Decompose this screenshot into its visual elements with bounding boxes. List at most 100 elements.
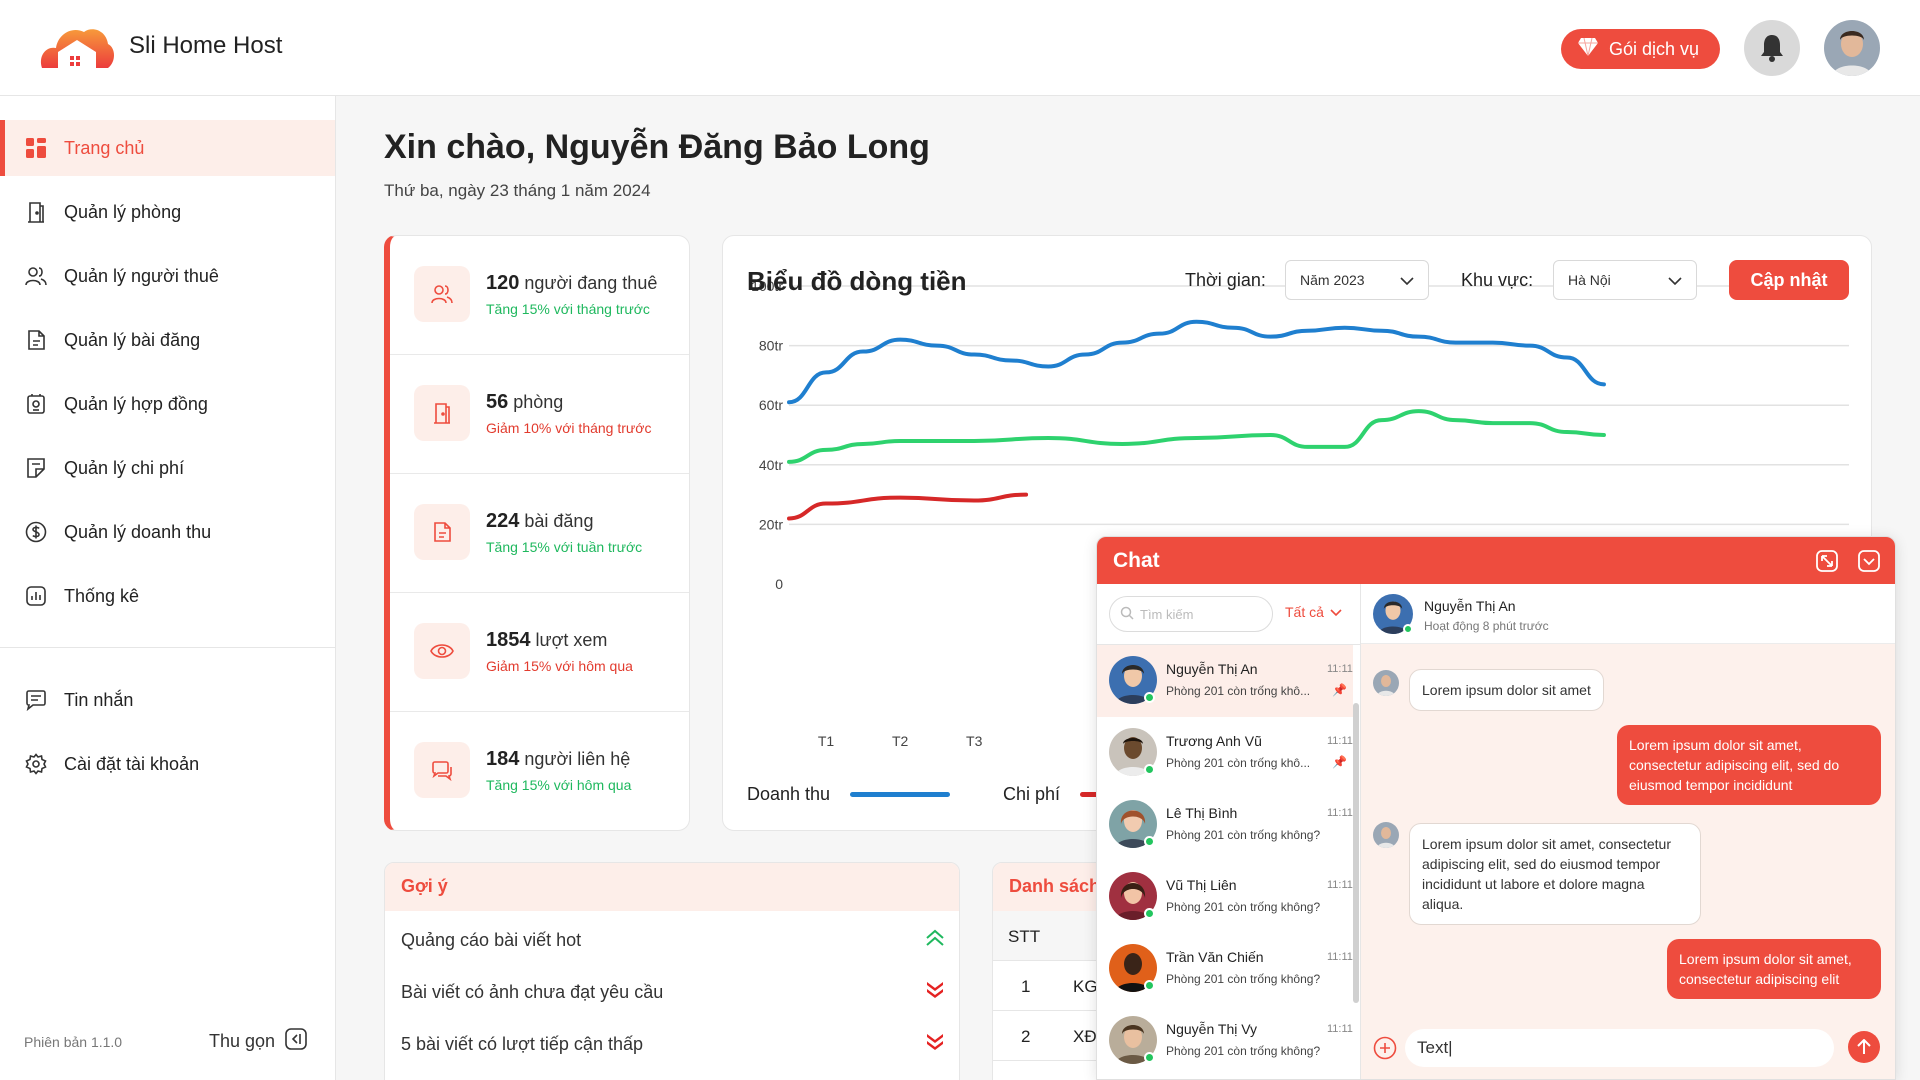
suggestion-item[interactable]: 5 bài viết có lượt tiếp cận thấp (401, 1033, 945, 1056)
time-filter-label: Thời gian: (1185, 270, 1266, 290)
stat-tenants[interactable]: 120 người đang thuê Tăng 15% với tháng t… (390, 236, 689, 355)
conversation-preview: Phòng 201 còn trống khô... (1166, 756, 1311, 770)
suggestion-text: 5 bài viết có lượt tiếp cận thấp (401, 1034, 643, 1054)
sidebar-item-tenants[interactable]: Quản lý người thuê (0, 248, 335, 304)
region-select-value: Hà Nội (1568, 272, 1611, 288)
conversation-item[interactable]: Lê Thị Bình 11:11 Phòng 201 còn trống kh… (1097, 789, 1353, 861)
time-select[interactable]: Năm 2023 (1285, 260, 1429, 300)
sidebar-item-rooms[interactable]: Quản lý phòng (0, 184, 335, 240)
y-tick-label: 60tr (759, 397, 783, 413)
conversation-time: 11:11 (1327, 663, 1353, 675)
x-tick-label: T2 (892, 733, 909, 749)
series-line-2 (787, 409, 1606, 464)
send-button[interactable] (1848, 1031, 1880, 1063)
chat-filter-value: Tất cả (1285, 604, 1324, 620)
sidebar-item-account-settings[interactable]: Cài đặt tài khoản (0, 736, 335, 792)
stat-change: Giảm 15% với hôm qua (486, 658, 633, 674)
conversation-name: Nguyễn Thị Vy (1166, 1021, 1258, 1037)
sidebar-item-statistics[interactable]: Thống kê (0, 568, 335, 624)
suggestions-title: Gợi ý (385, 863, 959, 911)
table-row[interactable]: 2 XĐ (993, 1011, 1121, 1061)
conversation-time: 11:11 (1327, 807, 1353, 819)
table-row[interactable]: 1 KG (993, 961, 1121, 1011)
conversation-item[interactable]: Nguyễn Thị Vy 11:11 Phòng 201 còn trống … (1097, 1005, 1353, 1077)
message-incoming: Lorem ipsum dolor sit amet (1409, 669, 1604, 711)
minimize-icon[interactable] (1857, 549, 1881, 573)
conversation-item[interactable]: Nguyễn Thị An 11:11 Phòng 201 còn trống … (1097, 645, 1353, 717)
user-avatar[interactable] (1824, 20, 1880, 76)
notification-button[interactable] (1744, 20, 1800, 76)
top-header: Sli Home Host Gói dịch vụ (0, 0, 1920, 96)
conversation-item[interactable]: Trần Văn Chiến 11:11 Phòng 201 còn trống… (1097, 933, 1353, 1005)
settings-icon (24, 752, 48, 776)
y-tick-label: 80tr (759, 338, 783, 354)
sidebar-item-label: Quản lý doanh thu (64, 521, 212, 542)
online-indicator (1144, 980, 1155, 991)
sidebar-item-label: Thống kê (64, 585, 140, 606)
search-placeholder: Tìm kiếm (1140, 606, 1194, 622)
suggestions-card: Gợi ý Quảng cáo bài viết hot Bài viết có… (384, 862, 960, 1080)
stat-unit: người đang thuê (524, 273, 658, 293)
chat-thread: Nguyễn Thị An Hoạt động 8 phút trước Lor… (1361, 584, 1895, 1079)
conversation-name: Trần Văn Chiến (1166, 949, 1264, 965)
double-chevron-up-icon (925, 929, 945, 952)
region-select[interactable]: Hà Nội (1553, 260, 1697, 300)
sidebar-item-contracts[interactable]: Quản lý hợp đồng (0, 376, 335, 432)
sidebar-item-revenue[interactable]: Quản lý doanh thu (0, 504, 335, 560)
suggestion-item[interactable]: Bài viết có ảnh chưa đạt yêu cầu (401, 981, 945, 1004)
sidebar-item-messages[interactable]: Tin nhắn (0, 672, 335, 728)
page-title: Xin chào, Nguyễn Đăng Bảo Long (384, 128, 930, 166)
suggestion-text: Quảng cáo bài viết hot (401, 930, 582, 950)
conversation-name: Lê Thị Bình (1166, 805, 1238, 821)
conversation-name: Trương Anh Vũ (1166, 733, 1262, 749)
service-plan-label: Gói dịch vụ (1609, 38, 1700, 59)
row-code: XĐ (1073, 1027, 1097, 1046)
avatar[interactable] (1373, 594, 1413, 634)
conversation-preview: Phòng 201 còn trống không? (1166, 1044, 1321, 1058)
conversation-item[interactable]: Vũ Thị Liên 11:11 Phòng 201 còn trống kh… (1097, 861, 1353, 933)
row-stt: 2 (1021, 1027, 1031, 1046)
message-outgoing: Lorem ipsum dolor sit amet, consectetur … (1617, 725, 1881, 805)
stat-posts[interactable]: 224 bài đăng Tăng 15% với tuần trước (390, 474, 689, 593)
chat-search-input[interactable]: Tìm kiếm (1109, 596, 1273, 632)
chat-message-input[interactable]: Text| (1405, 1029, 1834, 1067)
chat-filter-dropdown[interactable]: Tất cả (1285, 604, 1342, 620)
stat-unit: người liên hệ (524, 749, 631, 769)
chart-icon (24, 584, 48, 608)
conversation-time: 11:11 (1327, 951, 1353, 963)
add-attachment-icon[interactable] (1373, 1036, 1397, 1060)
chevron-down-icon (1330, 604, 1342, 620)
stat-rooms[interactable]: 56 phòng Giảm 10% với tháng trước (390, 355, 689, 474)
chevron-down-icon (1668, 272, 1682, 288)
sidebar-item-expenses[interactable]: Quản lý chi phí (0, 440, 335, 496)
sidebar-item-posts[interactable]: Quản lý bài đăng (0, 312, 335, 368)
stat-views[interactable]: 1854 lượt xem Giảm 15% với hôm qua (390, 593, 689, 712)
version-label: Phiên bản 1.1.0 (24, 1034, 123, 1050)
logo-icon[interactable] (38, 22, 116, 74)
stat-value: 56 (486, 391, 509, 413)
collapse-button[interactable]: Thu gọn (209, 1028, 307, 1055)
brand-name: Sli Home Host (129, 32, 283, 59)
stat-contacts[interactable]: 184 người liên hệ Tăng 15% với hôm qua (390, 712, 689, 830)
stat-unit: lượt xem (535, 630, 608, 650)
expand-icon[interactable] (1815, 549, 1839, 573)
suggestion-item[interactable]: Quảng cáo bài viết hot (401, 929, 945, 952)
y-tick-label: 40tr (759, 457, 783, 473)
sidebar-item-label: Quản lý bài đăng (64, 329, 201, 350)
collapse-label: Thu gọn (209, 1031, 276, 1051)
sidebar-item-home[interactable]: Trang chủ (0, 120, 335, 176)
update-button[interactable]: Cập nhật (1729, 260, 1849, 300)
chat-user-header: Nguyễn Thị An Hoạt động 8 phút trước (1361, 584, 1895, 644)
conversation-preview: Phòng 201 còn trống không? (1166, 972, 1321, 986)
door-icon (414, 385, 470, 441)
message-icon (24, 688, 48, 712)
row-code: KG (1073, 977, 1098, 996)
service-plan-button[interactable]: Gói dịch vụ (1561, 29, 1720, 69)
stat-change: Giảm 10% với tháng trước (486, 420, 652, 436)
chat-user-name: Nguyễn Thị An (1424, 598, 1516, 614)
sidebar-item-label: Quản lý hợp đồng (64, 393, 208, 414)
conversation-scrollbar[interactable] (1353, 703, 1359, 1003)
conversation-item[interactable]: Trương Anh Vũ 11:11 Phòng 201 còn trống … (1097, 717, 1353, 789)
sidebar-item-label: Tin nhắn (64, 689, 134, 710)
legend-revenue: Doanh thu (747, 784, 951, 805)
